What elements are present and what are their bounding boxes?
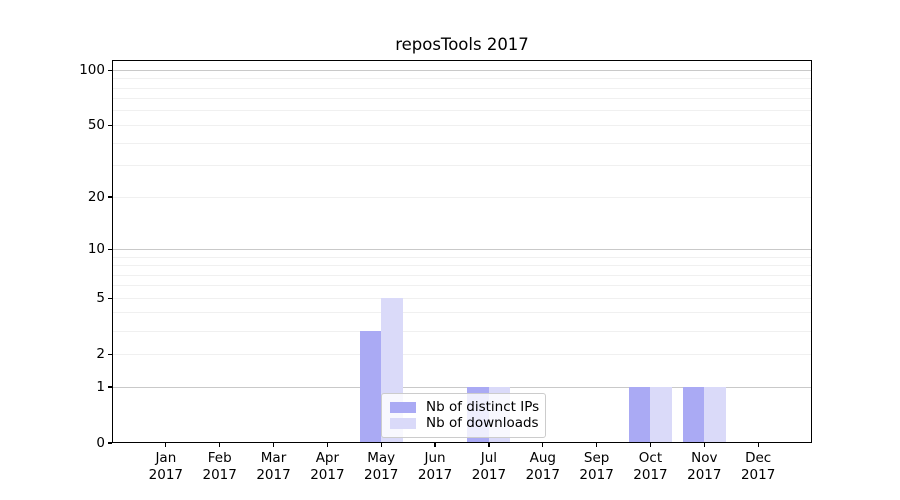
bar-nb-of-distinct-ips xyxy=(628,387,651,443)
legend-label-downloads: Nb of downloads xyxy=(426,415,539,432)
x-tickmark xyxy=(596,443,598,447)
gridline-minor xyxy=(112,165,812,167)
x-tick-label: Nov 2017 xyxy=(674,450,734,484)
x-tick-year: 2017 xyxy=(364,467,399,483)
gridline-major xyxy=(112,248,812,250)
gridline-minor xyxy=(112,87,812,89)
y-tick-label: 5 xyxy=(96,289,105,306)
x-tick-label: Dec 2017 xyxy=(728,450,788,484)
x-tickmark xyxy=(542,443,544,447)
y-tickmark xyxy=(108,386,112,388)
x-tickmark xyxy=(219,443,221,447)
x-tick-month: Sep xyxy=(583,450,610,466)
x-tick-year: 2017 xyxy=(310,467,345,483)
bar-nb-of-downloads xyxy=(650,387,672,443)
x-tick-year: 2017 xyxy=(417,467,453,483)
legend-item: Nb of distinct IPs xyxy=(390,398,540,415)
x-tick-month: Mar xyxy=(260,450,287,466)
y-tick-label: 20 xyxy=(87,188,105,205)
x-tick-year: 2017 xyxy=(256,467,291,483)
x-tick-label: Feb 2017 xyxy=(190,450,250,484)
x-tick-month: Apr xyxy=(315,450,340,466)
chart-title: reposTools 2017 xyxy=(395,35,529,54)
x-tick-year: 2017 xyxy=(687,467,722,483)
gridline-minor xyxy=(112,196,812,198)
x-tick-month: Jun xyxy=(424,450,446,466)
x-tick-month: Dec xyxy=(745,450,772,466)
bar-nb-of-distinct-ips xyxy=(359,331,382,443)
y-tickmark xyxy=(108,248,112,250)
gridline-minor xyxy=(112,124,812,126)
y-tick-label: 10 xyxy=(87,240,105,257)
gridline-minor xyxy=(112,110,812,112)
x-tick-month: Oct xyxy=(638,450,663,466)
gridline-minor xyxy=(112,142,812,144)
y-tick-label: 1 xyxy=(96,378,105,395)
y-tick-label: 50 xyxy=(87,116,105,133)
gridline-minor xyxy=(112,265,812,266)
legend: Nb of distinct IPs Nb of downloads xyxy=(381,393,546,438)
y-tick-label: 2 xyxy=(96,345,105,362)
x-tick-month: May xyxy=(367,450,396,466)
gridline-minor xyxy=(112,78,812,80)
y-tickmark xyxy=(108,69,112,71)
x-tick-label: Jun 2017 xyxy=(405,450,465,484)
legend-label-distinct-ips: Nb of distinct IPs xyxy=(426,398,540,415)
gridline-minor xyxy=(112,312,812,314)
x-tickmark xyxy=(380,443,382,447)
x-tickmark xyxy=(434,443,436,447)
bar-nb-of-downloads xyxy=(704,387,726,443)
gridline-minor xyxy=(112,274,812,276)
x-tick-year: 2017 xyxy=(202,467,237,483)
legend-item: Nb of downloads xyxy=(390,415,539,432)
x-tick-month: Aug xyxy=(529,450,556,466)
legend-swatch-downloads-icon xyxy=(390,418,416,430)
x-tick-month: Feb xyxy=(207,450,232,466)
x-tick-month: Jan xyxy=(155,450,177,466)
y-tickmark xyxy=(108,353,112,355)
x-tick-year: 2017 xyxy=(525,467,560,483)
x-tick-label: Mar 2017 xyxy=(244,450,304,484)
y-tick-label: 100 xyxy=(79,61,105,78)
y-tickmark xyxy=(108,124,112,126)
gridline-major xyxy=(112,69,812,71)
y-tickmark xyxy=(108,442,112,444)
gridline-minor xyxy=(112,285,812,287)
gridline-minor xyxy=(112,353,812,355)
x-tick-year: 2017 xyxy=(740,467,776,483)
x-tickmark xyxy=(272,443,275,447)
bar-nb-of-distinct-ips xyxy=(682,387,705,443)
x-tick-month: Jul xyxy=(480,450,498,466)
x-tick-label: Aug 2017 xyxy=(513,450,573,484)
x-tickmark xyxy=(757,443,759,447)
x-tickmark xyxy=(165,443,167,447)
y-tickmark xyxy=(108,297,112,299)
x-tick-label: Sep 2017 xyxy=(567,450,627,484)
plot-area: Nb of distinct IPs Nb of downloads xyxy=(112,60,812,443)
gridline-minor xyxy=(112,256,812,258)
legend-swatch-distinct-ips-icon xyxy=(390,401,416,413)
y-tickmark xyxy=(108,196,112,198)
x-tick-year: 2017 xyxy=(471,467,507,483)
x-tick-label: May 2017 xyxy=(351,450,411,484)
x-tickmark xyxy=(488,443,490,447)
x-tickmark xyxy=(649,443,652,447)
x-tick-year: 2017 xyxy=(633,467,668,483)
x-tick-label: Apr 2017 xyxy=(297,450,357,484)
x-tickmark xyxy=(703,443,705,447)
x-tick-label: Jul 2017 xyxy=(459,450,519,484)
gridline-minor xyxy=(112,98,812,100)
x-tick-year: 2017 xyxy=(579,467,614,483)
x-tick-label: Jan 2017 xyxy=(136,450,196,484)
gridline-major xyxy=(112,386,812,388)
x-tick-label: Oct 2017 xyxy=(620,450,680,484)
gridline-minor xyxy=(112,330,812,332)
gridline-minor xyxy=(112,297,812,299)
x-tickmark xyxy=(326,443,328,447)
x-tick-month: Nov xyxy=(691,450,718,466)
x-tick-year: 2017 xyxy=(148,467,184,483)
y-tick-label: 0 xyxy=(96,434,105,451)
